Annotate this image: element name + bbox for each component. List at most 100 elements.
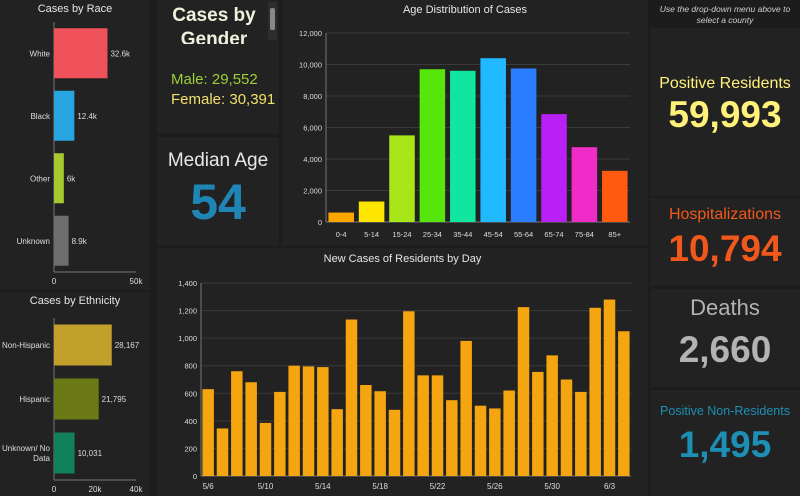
bar [431, 375, 444, 476]
x-tick-label: 5/22 [430, 482, 446, 491]
race-panel: Cases by Race White 32.6k Black 12.4k Other 6… [0, 0, 150, 290]
bar [317, 367, 329, 476]
bar [480, 58, 506, 223]
county-hint: Use the drop-down menu above to select a… [659, 4, 791, 25]
bar [589, 307, 601, 476]
data-label: 12.4k [77, 112, 98, 121]
x-tick-label: 15-24 [392, 230, 411, 239]
bar [575, 391, 587, 476]
gender-female: Female: 30,391 [171, 91, 276, 108]
age-panel: Age Distribution of Cases 0 2,000 4,000 6,0… [282, 0, 648, 246]
bar [603, 299, 616, 476]
x-tick-label: 45-54 [484, 230, 503, 239]
bar [54, 28, 108, 79]
race-title: Cases by Race [37, 3, 113, 15]
x-tick-label: 5/10 [258, 482, 274, 491]
data-label: 8.9k [72, 237, 88, 246]
y-tick-label: 1,400 [178, 279, 197, 288]
right-panel: Use the drop-down menu above to select a… [650, 0, 800, 496]
bar [517, 307, 530, 476]
bar [231, 371, 243, 476]
gender-panel: Cases by Gender Male: 29,552 Female: 30,… [157, 0, 279, 134]
bar [54, 90, 75, 141]
category-label: Unknown [17, 237, 50, 246]
x-tick-label: 65-74 [544, 230, 563, 239]
bar [274, 391, 286, 476]
data-label: 10,031 [78, 449, 103, 458]
bar [54, 215, 69, 266]
age-chart: 0 2,000 4,000 6,000 8,000 10,000 12,000 0-4 5-14… [299, 29, 630, 239]
data-label: 32.6k [110, 49, 131, 58]
ethnicity-panel: Cases by Ethnicity Non-Hispanic 28,167 His… [0, 292, 150, 496]
bar [446, 400, 458, 476]
positive-label: Positive Residents [659, 75, 791, 92]
x-tick-label: 50k [130, 277, 144, 286]
nonres-box: Positive Non-Residents 1,495 [650, 390, 800, 496]
y-tick-label: 200 [184, 444, 197, 453]
hosp-box: Hospitalizations 10,794 [650, 198, 800, 286]
bar [571, 147, 598, 222]
bar [602, 170, 628, 222]
y-tick-label: 0 [318, 218, 322, 227]
x-tick-label: 5/26 [487, 482, 503, 491]
bar [388, 409, 401, 476]
bar [560, 379, 573, 476]
category-label: Non-Hispanic [2, 341, 50, 350]
y-tick-label: 600 [184, 389, 197, 398]
y-tick-label: 4,000 [303, 155, 322, 164]
bar [417, 375, 429, 476]
hosp-label: Hospitalizations [668, 206, 782, 223]
x-tick-label: 0 [52, 277, 57, 286]
bar [541, 114, 567, 222]
y-tick-label: 12,000 [299, 29, 322, 38]
x-tick-label: 5/14 [315, 482, 331, 491]
category-label: Other [30, 174, 50, 183]
x-tick-label: 75-84 [575, 230, 594, 239]
bar [54, 378, 99, 420]
ethnicity-chart: Non-Hispanic 28,167 Hispanic 21,795 Unknown/… [2, 318, 144, 494]
bar [503, 390, 515, 476]
median-age-label: Median Age [167, 150, 269, 171]
bar [288, 365, 300, 476]
daily-title: New Cases of Residents by Day [323, 253, 482, 265]
bar [259, 422, 272, 476]
bar [389, 135, 415, 222]
bar [358, 201, 385, 222]
bar [245, 382, 257, 476]
gender-male: Male: 29,552 [171, 71, 258, 88]
category-label: Unknown/ No [2, 444, 51, 453]
hosp-value: 10,794 [668, 228, 782, 269]
x-tick-label: 40k [130, 485, 144, 494]
bar [419, 69, 446, 222]
category-label: Hispanic [19, 395, 50, 404]
bar [345, 319, 358, 476]
bar [546, 355, 558, 476]
y-tick-label: 10,000 [299, 61, 322, 70]
deaths-value: 2,660 [678, 329, 772, 370]
positive-value: 59,993 [668, 94, 782, 135]
x-tick-label: 5-14 [364, 230, 379, 239]
bar [403, 311, 415, 476]
bar [202, 389, 214, 476]
y-tick-label: 800 [184, 362, 197, 371]
nonres-value: 1,495 [678, 424, 772, 465]
bar [374, 391, 386, 476]
bar [460, 340, 472, 476]
bar [331, 409, 343, 476]
bar [474, 405, 487, 476]
y-tick-label: 400 [184, 417, 197, 426]
x-tick-label: 5/30 [544, 482, 560, 491]
deaths-label: Deaths [690, 295, 760, 320]
x-tick-label: 5/6 [203, 482, 215, 491]
y-tick-label: 2,000 [303, 187, 322, 196]
y-tick-label: 1,200 [178, 307, 197, 316]
x-tick-label: 85+ [608, 230, 621, 239]
y-tick-label: 6,000 [303, 124, 322, 133]
category-label: Data [33, 454, 50, 463]
gender-scrollbar[interactable] [268, 2, 277, 40]
y-tick-label: 0 [193, 472, 197, 481]
age-title: Age Distribution of Cases [402, 4, 528, 16]
data-label: 6k [67, 174, 76, 183]
bar [532, 371, 544, 476]
bar [54, 432, 75, 474]
